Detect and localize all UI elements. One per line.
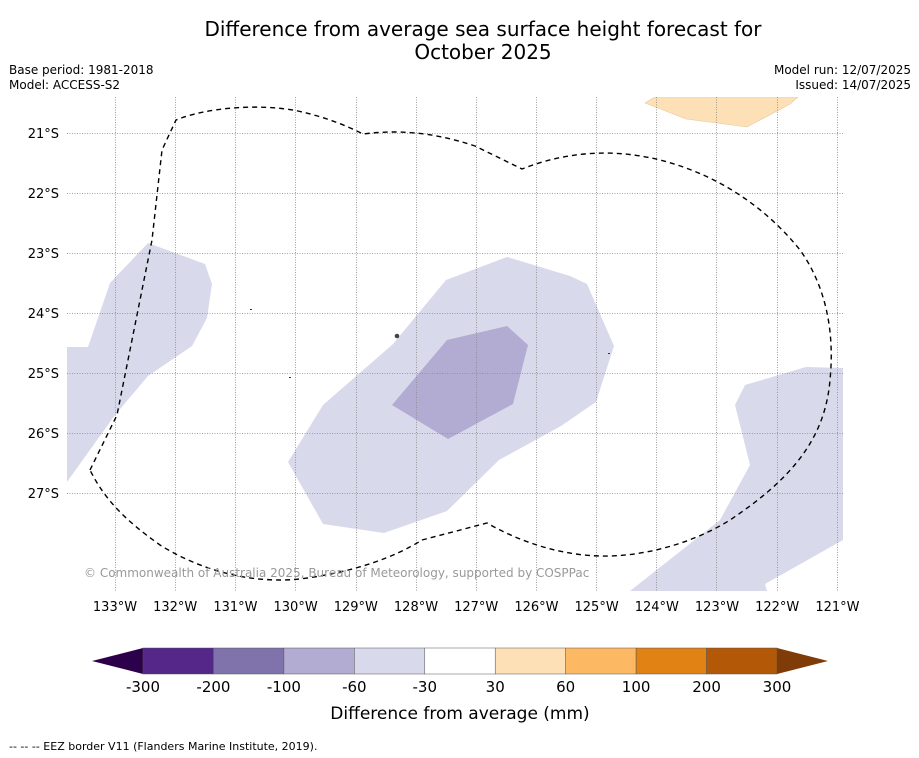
colorbar-tick-labels: -300 -200 -100 -60 -30 30 60 100 200 300 [126, 678, 791, 696]
region-southeast-light [630, 367, 843, 591]
colorbar-tick-label: 100 [622, 678, 651, 696]
title-line-2: October 2025 [414, 40, 552, 64]
colorbar-tick-label: 30 [486, 678, 505, 696]
island-marker [608, 353, 610, 354]
island-marker [394, 333, 400, 339]
lon-tick-label: 130°W [274, 600, 318, 615]
lon-tick-label: 123°W [695, 600, 739, 615]
lat-tick-label: 26°S [28, 427, 59, 442]
lat-tick-labels: 21°S 22°S 23°S 24°S 25°S 26°S 27°S [28, 127, 59, 502]
lat-tick-label: 24°S [28, 307, 59, 322]
copyright-text: © Commonwealth of Australia 2025, Bureau… [84, 566, 589, 580]
colorbar-bin [565, 647, 637, 675]
colorbar-tick-label: 300 [763, 678, 792, 696]
lat-tick-label: 25°S [28, 367, 59, 382]
title-line-1: Difference from average sea surface heig… [204, 17, 762, 41]
colorbar-bin [424, 647, 496, 675]
lon-tick-label: 133°W [93, 600, 137, 615]
chart-title: Difference from average sea surface heig… [0, 18, 919, 64]
colorbar-under-extend [92, 648, 143, 674]
colorbar-tick-label: -300 [126, 678, 160, 696]
base-period-text: Base period: 1981-2018 [9, 63, 154, 77]
colorbar-label: Difference from average (mm) [330, 704, 589, 724]
island-marker [289, 377, 291, 378]
lon-tick-label: 124°W [635, 600, 679, 615]
lon-tick-label: 126°W [514, 600, 558, 615]
lat-tick-label: 21°S [28, 127, 59, 142]
colorbar-over-extend [777, 648, 828, 674]
colorbar-bin [283, 647, 355, 675]
region-central-medium [392, 326, 528, 439]
meta-left: Base period: 1981-2018 Model: ACCESS-S2 [9, 63, 154, 93]
lat-tick-label: 27°S [28, 487, 59, 502]
lon-tick-label: 125°W [575, 600, 619, 615]
colorbar [92, 647, 828, 675]
lon-tick-label: 122°W [755, 600, 799, 615]
lon-tick-label: 127°W [454, 600, 498, 615]
lon-tick-label: 131°W [213, 600, 257, 615]
lon-tick-label: 129°W [334, 600, 378, 615]
colorbar-bin [354, 647, 426, 675]
lon-tick-labels: 133°W 132°W 131°W 130°W 129°W 128°W 127°W 126°W… [93, 600, 860, 615]
model-run-text: Model run: 12/07/2025 [773, 63, 911, 77]
region-west-light [67, 243, 212, 482]
gridlines [67, 97, 843, 591]
lon-tick-label: 132°W [153, 600, 197, 615]
meta-right: Model run: 12/07/2025 Issued: 14/07/2025 [774, 63, 911, 93]
colorbar-bin [142, 647, 214, 675]
lon-tick-label: 128°W [394, 600, 438, 615]
colorbar-tick-label: -60 [342, 678, 367, 696]
colorbar-tick-label: -30 [413, 678, 438, 696]
colorbar-tick-label: -200 [196, 678, 230, 696]
colorbar-tick-label: -100 [267, 678, 301, 696]
map-area [67, 97, 843, 591]
island-marker [250, 309, 252, 310]
colorbar-bin [213, 647, 285, 675]
colorbar-bin [635, 647, 707, 675]
lon-tick-label: 121°W [815, 600, 859, 615]
model-text: Model: ACCESS-S2 [9, 78, 121, 92]
lat-tick-label: 23°S [28, 247, 59, 262]
lat-tick-label: 22°S [28, 187, 59, 202]
region-northeast-orange [644, 97, 799, 128]
colorbar-bin [706, 647, 778, 675]
colorbar-tick-label: 200 [692, 678, 721, 696]
issued-text: Issued: 14/07/2025 [795, 78, 911, 92]
colorbar-tick-label: 60 [556, 678, 575, 696]
eez-footnote: -- -- -- EEZ border V11 (Flanders Marine… [9, 740, 318, 753]
colorbar-bin [494, 647, 566, 675]
